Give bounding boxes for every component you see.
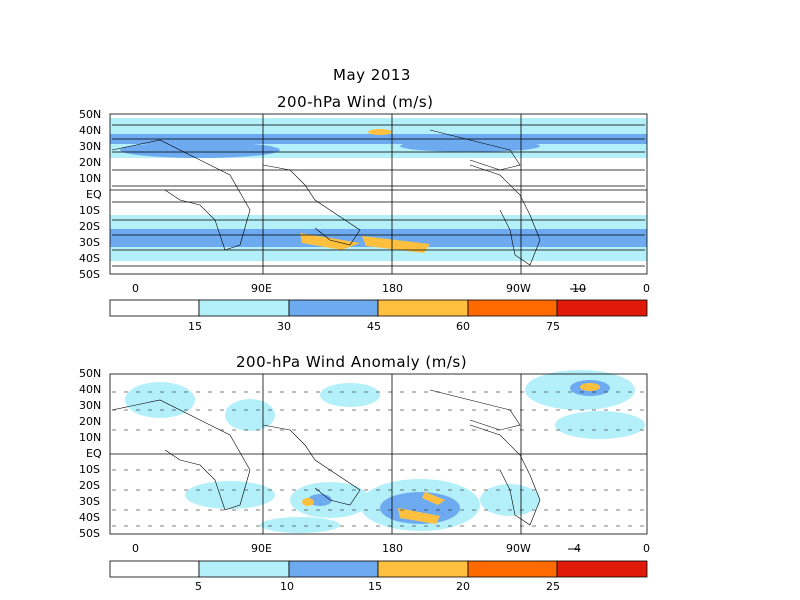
figure-title: May 2013 — [333, 66, 411, 84]
colorbar-label: 10 — [280, 580, 294, 593]
lat-label: 20S — [79, 479, 100, 492]
lat-label: 30N — [79, 399, 102, 412]
colorbar-label: 20 — [456, 580, 470, 593]
colorbar-label: 30 — [277, 320, 291, 333]
lon-label: 0 — [132, 282, 139, 295]
colorbar-label: 60 — [456, 320, 470, 333]
lon-label: 90W — [506, 282, 531, 295]
lon-label: 180 — [382, 542, 403, 555]
lat-label: 50N — [79, 108, 102, 121]
colorbar-label: 75 — [546, 320, 560, 333]
lon-label: 0 — [132, 542, 139, 555]
lat-label: 40S — [79, 511, 100, 524]
lat-label: 50S — [79, 268, 100, 281]
lat-label: 40S — [79, 252, 100, 265]
panel2-wind-vectors — [112, 391, 645, 527]
lat-label: EQ — [86, 447, 102, 460]
panel1-coastlines — [111, 129, 541, 266]
colorbar-label: 25 — [546, 580, 560, 593]
lat-label: 30N — [79, 140, 102, 153]
lon-label: 90E — [251, 542, 272, 555]
panel1-ref-vector-label: 10 — [572, 282, 586, 295]
lat-label: 40N — [79, 383, 102, 396]
colorbar-label: 15 — [188, 320, 202, 333]
lat-label: 30S — [79, 236, 100, 249]
lat-label: 20N — [79, 415, 102, 428]
lat-label: 10S — [79, 204, 100, 217]
colorbar-label: 45 — [367, 320, 381, 333]
colorbar-label: 15 — [368, 580, 382, 593]
lat-label: 20S — [79, 220, 100, 233]
lon-label: 90W — [506, 542, 531, 555]
panel1-wind-vectors — [112, 124, 645, 267]
lat-label: 50N — [79, 367, 102, 380]
lat-label: 40N — [79, 124, 102, 137]
panel2-coastlines — [111, 389, 541, 526]
panel2-ref-vector-label: 4 — [574, 542, 581, 555]
lon-label: 0 — [643, 542, 650, 555]
lat-label: 20N — [79, 156, 102, 169]
lat-label: 50S — [79, 527, 100, 540]
lat-label: 30S — [79, 495, 100, 508]
panel2-title: 200-hPa Wind Anomaly (m/s) — [236, 353, 468, 371]
panel1-title: 200-hPa Wind (m/s) — [277, 93, 434, 111]
panel1-grid — [109, 113, 648, 275]
lon-label: 90E — [251, 282, 272, 295]
colorbar-label: 5 — [195, 580, 202, 593]
panel2-grid — [109, 373, 648, 535]
lat-label: 10N — [79, 431, 102, 444]
panel1-shading — [110, 114, 647, 274]
lon-label: 180 — [382, 282, 403, 295]
lat-label: 10N — [79, 172, 102, 185]
lat-label: 10S — [79, 463, 100, 476]
lon-label: 0 — [643, 282, 650, 295]
lat-label: EQ — [86, 188, 102, 201]
